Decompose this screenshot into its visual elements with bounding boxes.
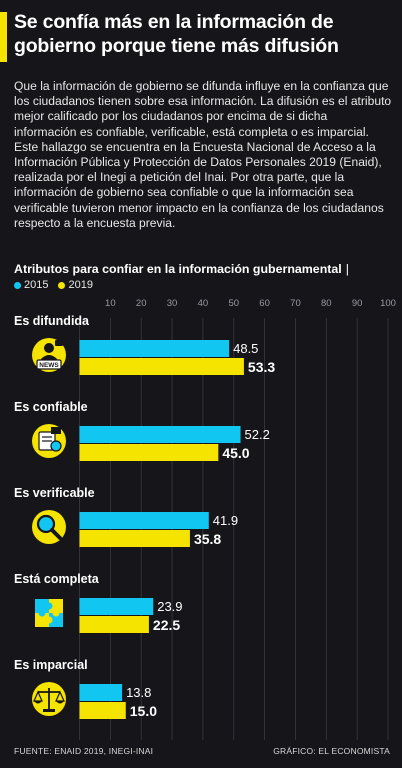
x-tick-label: 90	[352, 298, 363, 309]
bar-2015	[79, 512, 209, 529]
bar-2019	[79, 444, 219, 461]
intro-paragraph: Que la información de gobierno se difund…	[14, 79, 392, 230]
trust-certificate-icon	[32, 424, 66, 458]
legend-label-2019: 2019	[68, 279, 93, 291]
x-tick-label: 10	[105, 298, 116, 309]
legend-label-2015: 2015	[24, 279, 49, 291]
chart-bar-groups: Es difundida NEWS 48.5 53.3 Es confiable 52.2…	[14, 314, 275, 719]
bar-group-1: Es confiable 52.2 45.0	[14, 400, 270, 461]
value-label-2019: 35.8	[194, 531, 221, 547]
bar-group-4: Es imparcial 13.8 15.0	[14, 658, 157, 719]
value-label-2015: 23.9	[157, 599, 182, 614]
title-block: Se confía más en la información de gobie…	[0, 10, 402, 64]
scales-icon	[32, 682, 66, 716]
value-label-2015: 41.9	[213, 513, 238, 528]
value-label-2019: 22.5	[153, 617, 180, 633]
chart-title: Atributos para confiar en la información…	[14, 262, 399, 276]
bar-2015	[79, 598, 154, 615]
value-label-2019: 45.0	[222, 445, 249, 461]
x-tick-label: 20	[136, 298, 147, 309]
category-label: Es difundida	[14, 314, 90, 328]
chart-legend: 2015 2019	[14, 279, 103, 291]
bar-group-2: Es verificable 41.9 35.8	[14, 486, 238, 547]
chart-title-text: Atributos para confiar en la información…	[14, 262, 342, 276]
category-label: Es imparcial	[14, 658, 88, 672]
magnifier-icon	[32, 510, 66, 544]
value-label-2019: 53.3	[248, 359, 275, 375]
x-tick-label: 50	[228, 298, 239, 309]
bar-2015	[79, 340, 230, 357]
bar-2019	[79, 530, 190, 547]
legend-item-2015: 2015	[14, 279, 48, 291]
credit-note: GRÁFICO: EL ECONOMISTA	[273, 746, 390, 756]
bar-group-3: Está completa 23.9 22.5	[14, 572, 183, 633]
category-label: Está completa	[14, 572, 100, 586]
x-tick-label: 80	[321, 298, 332, 309]
legend-swatch-2019	[58, 281, 66, 289]
value-label-2015: 52.2	[245, 427, 270, 442]
value-label-2015: 13.8	[126, 685, 151, 700]
x-tick-label: 30	[167, 298, 178, 309]
category-label: Es verificable	[14, 486, 95, 500]
x-tick-label: 70	[290, 298, 301, 309]
legend-item-2019: 2019	[58, 279, 93, 291]
bar-2015	[79, 684, 123, 701]
bar-2019	[79, 616, 149, 633]
page-title: Se confía más en la información de gobie…	[14, 11, 339, 57]
value-label-2019: 15.0	[130, 703, 157, 719]
x-tick-label: 100	[380, 298, 396, 309]
news-icon: NEWS	[32, 338, 66, 372]
chart-x-ticks: 10 20 30 40 50 60 70 80 90 100	[105, 298, 396, 309]
bar-2019	[79, 358, 244, 375]
chart-title-separator: |	[345, 262, 349, 276]
title-accent-bar	[0, 12, 7, 62]
svg-text:NEWS: NEWS	[39, 362, 59, 369]
bar-group-0: Es difundida NEWS 48.5 53.3	[14, 314, 275, 375]
bar-chart: 10 20 30 40 50 60 70 80 90 100 Es difundida NEWS 48…	[14, 298, 396, 740]
category-label: Es confiable	[14, 400, 88, 414]
bar-2015	[79, 426, 241, 443]
x-tick-label: 40	[198, 298, 209, 309]
legend-swatch-2015	[14, 281, 21, 289]
source-note: FUENTE: ENAID 2019, INEGI-INAI	[14, 746, 154, 756]
x-tick-label: 60	[259, 298, 270, 309]
value-label-2015: 48.5	[233, 341, 258, 356]
bar-2019	[79, 702, 126, 719]
puzzle-icon	[35, 599, 63, 627]
